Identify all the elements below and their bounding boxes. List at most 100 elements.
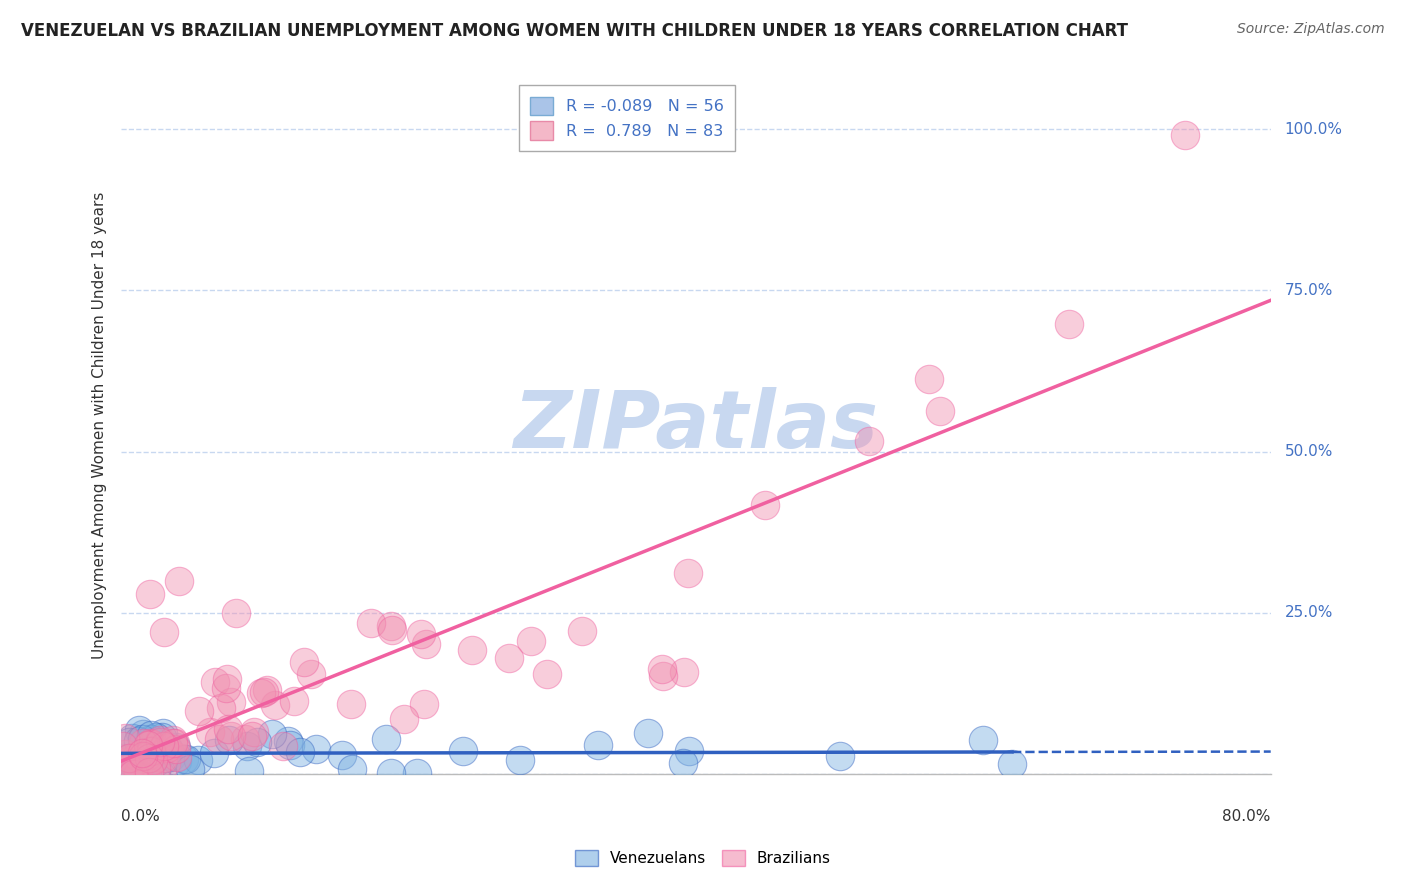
Point — [150, 730, 173, 744]
Point — [157, 742, 180, 756]
Point — [202, 746, 225, 760]
Point — [114, 755, 136, 769]
Point — [217, 672, 239, 686]
Point — [236, 739, 259, 753]
Point — [141, 732, 163, 747]
Point — [283, 694, 305, 708]
Point — [233, 732, 256, 747]
Point — [145, 731, 167, 745]
Point — [188, 704, 211, 718]
Point — [277, 734, 299, 748]
Point — [678, 566, 700, 581]
Point — [380, 765, 402, 780]
Point — [145, 755, 167, 769]
Legend: R = -0.089   N = 56, R =  0.789   N = 83: R = -0.089 N = 56, R = 0.789 N = 83 — [519, 86, 735, 151]
Point — [163, 736, 186, 750]
Point — [131, 746, 153, 760]
Point — [221, 729, 243, 743]
Point — [972, 733, 994, 747]
Point — [138, 751, 160, 765]
Point — [120, 765, 142, 780]
Point — [165, 740, 187, 755]
Point — [136, 738, 159, 752]
Point — [131, 749, 153, 764]
Point — [156, 741, 179, 756]
Point — [246, 735, 269, 749]
Point — [132, 736, 155, 750]
Point — [152, 725, 174, 739]
Point — [127, 767, 149, 781]
Point — [200, 725, 222, 739]
Point — [571, 624, 593, 638]
Point — [218, 732, 240, 747]
Point — [118, 750, 141, 764]
Point — [120, 758, 142, 772]
Point — [929, 403, 952, 417]
Point — [394, 712, 416, 726]
Point — [406, 766, 429, 780]
Text: 0.0%: 0.0% — [121, 809, 160, 824]
Point — [131, 732, 153, 747]
Text: Source: ZipAtlas.com: Source: ZipAtlas.com — [1237, 22, 1385, 37]
Point — [152, 751, 174, 765]
Point — [299, 667, 322, 681]
Point — [135, 761, 157, 775]
Point — [253, 685, 276, 699]
Point — [118, 735, 141, 749]
Point — [124, 764, 146, 779]
Point — [256, 682, 278, 697]
Point — [828, 748, 851, 763]
Point — [381, 623, 404, 637]
Point — [918, 372, 941, 386]
Point — [858, 434, 880, 449]
Point — [125, 749, 148, 764]
Point — [187, 753, 209, 767]
Point — [139, 728, 162, 742]
Point — [114, 747, 136, 761]
Point — [132, 727, 155, 741]
Point — [238, 764, 260, 779]
Point — [415, 637, 437, 651]
Point — [498, 651, 520, 665]
Point — [145, 761, 167, 775]
Point — [340, 762, 363, 776]
Point — [330, 747, 353, 762]
Point — [122, 756, 145, 771]
Point — [162, 733, 184, 747]
Point — [114, 731, 136, 745]
Point — [141, 744, 163, 758]
Point — [111, 751, 134, 765]
Point — [139, 736, 162, 750]
Point — [127, 734, 149, 748]
Point — [166, 755, 188, 769]
Point — [453, 743, 475, 757]
Point — [375, 732, 398, 747]
Point — [243, 725, 266, 739]
Point — [155, 756, 177, 770]
Point — [536, 667, 558, 681]
Point — [153, 739, 176, 753]
Point — [153, 625, 176, 640]
Point — [271, 739, 294, 753]
Text: ZIPatlas: ZIPatlas — [513, 387, 879, 465]
Point — [678, 744, 700, 758]
Point — [672, 756, 695, 770]
Point — [250, 686, 273, 700]
Point — [240, 729, 263, 743]
Point — [173, 752, 195, 766]
Point — [145, 763, 167, 777]
Point — [461, 642, 484, 657]
Point — [652, 669, 675, 683]
Point — [167, 574, 190, 588]
Point — [121, 731, 143, 745]
Point — [141, 737, 163, 751]
Point — [1173, 128, 1195, 143]
Point — [412, 697, 434, 711]
Point — [122, 767, 145, 781]
Point — [114, 752, 136, 766]
Point — [142, 753, 165, 767]
Point — [411, 627, 433, 641]
Point — [225, 606, 247, 620]
Point — [260, 727, 283, 741]
Point — [149, 735, 172, 749]
